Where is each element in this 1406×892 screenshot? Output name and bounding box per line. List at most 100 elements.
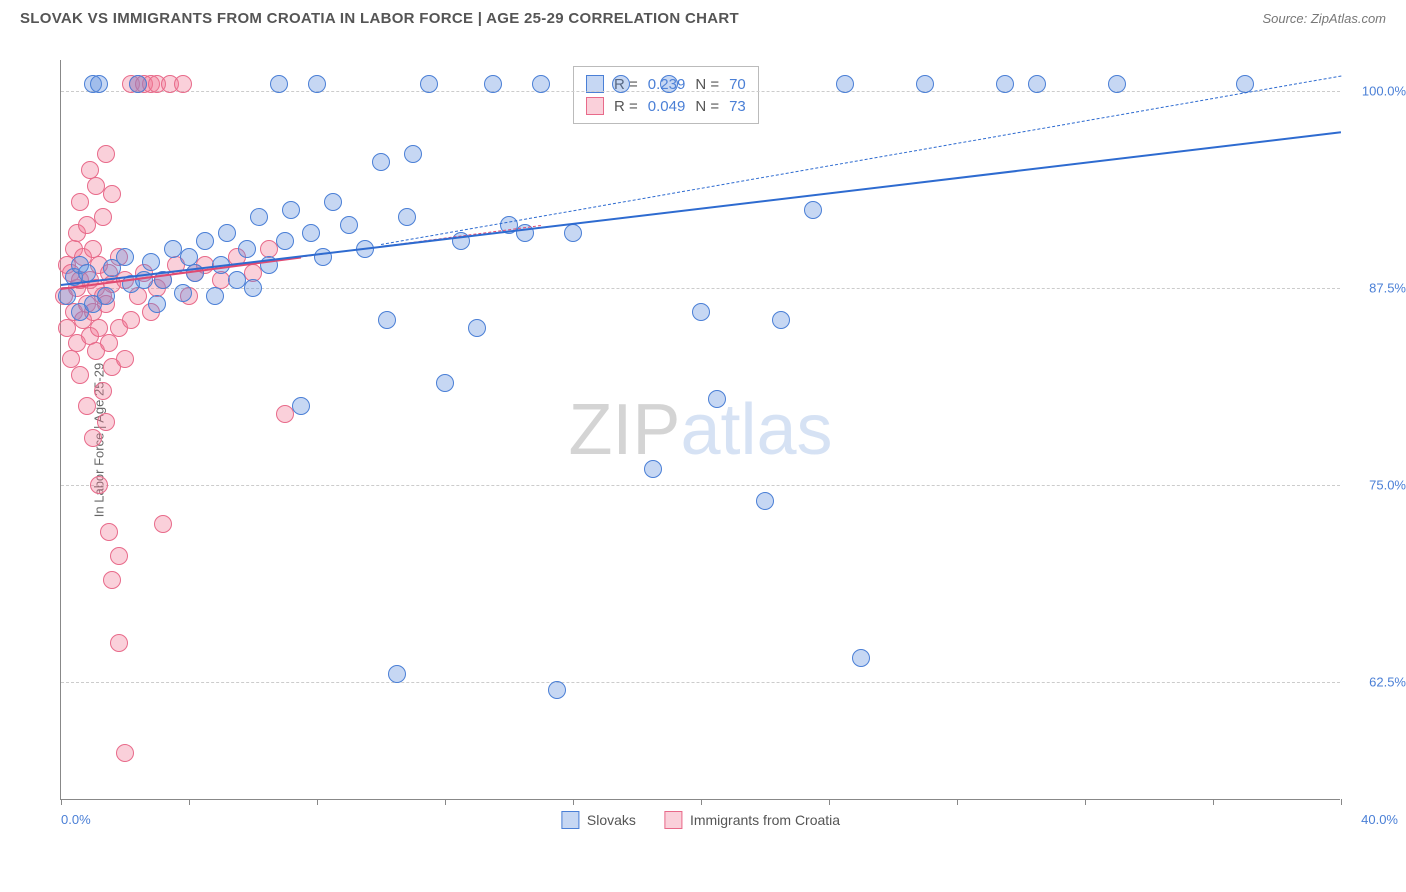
data-point-slovaks [196, 232, 214, 250]
data-point-slovaks [996, 75, 1014, 93]
data-point-slovaks [218, 224, 236, 242]
y-tick-label: 100.0% [1346, 84, 1406, 99]
data-point-croatia [97, 413, 115, 431]
data-point-slovaks [292, 397, 310, 415]
x-tick [829, 799, 830, 805]
data-point-slovaks [142, 253, 160, 271]
x-tick [317, 799, 318, 805]
stats-row-croatia: R = 0.049 N = 73 [586, 95, 746, 117]
y-tick-label: 87.5% [1346, 281, 1406, 296]
data-point-croatia [100, 334, 118, 352]
legend-item-croatia: Immigrants from Croatia [664, 811, 840, 829]
x-tick [573, 799, 574, 805]
data-point-slovaks [836, 75, 854, 93]
data-point-slovaks [90, 75, 108, 93]
data-point-slovaks [174, 284, 192, 302]
data-point-slovaks [97, 287, 115, 305]
x-axis-min-label: 0.0% [61, 812, 91, 827]
legend-label-slovaks: Slovaks [587, 812, 636, 828]
stats-n-slovaks: 70 [729, 76, 746, 93]
data-point-slovaks [1028, 75, 1046, 93]
legend-swatch-croatia [664, 811, 682, 829]
data-point-slovaks [282, 201, 300, 219]
data-point-slovaks [78, 264, 96, 282]
data-point-slovaks [644, 460, 662, 478]
chart-container: In Labor Force | Age 25-29 ZIPatlas 0.0%… [20, 40, 1386, 840]
plot-area: ZIPatlas 0.0% 40.0% Slovaks Immigrants f… [60, 60, 1340, 800]
data-point-slovaks [1108, 75, 1126, 93]
data-point-slovaks [276, 232, 294, 250]
data-point-slovaks [756, 492, 774, 510]
x-tick [61, 799, 62, 805]
data-point-slovaks [852, 649, 870, 667]
data-point-slovaks [532, 75, 550, 93]
data-point-slovaks [308, 75, 326, 93]
stats-n-label: N = [695, 98, 719, 115]
data-point-croatia [100, 523, 118, 541]
x-tick [445, 799, 446, 805]
data-point-slovaks [324, 193, 342, 211]
data-point-slovaks [388, 665, 406, 683]
data-point-croatia [122, 311, 140, 329]
data-point-slovaks [372, 153, 390, 171]
source-attribution: Source: ZipAtlas.com [1262, 11, 1386, 26]
data-point-slovaks [1236, 75, 1254, 93]
data-point-croatia [84, 429, 102, 447]
data-point-croatia [154, 515, 172, 533]
data-point-slovaks [548, 681, 566, 699]
data-point-croatia [174, 75, 192, 93]
data-point-slovaks [116, 248, 134, 266]
data-point-slovaks [404, 145, 422, 163]
data-point-croatia [103, 185, 121, 203]
x-tick [1341, 799, 1342, 805]
data-point-slovaks [660, 75, 678, 93]
trend-line [381, 76, 1341, 245]
x-tick [1213, 799, 1214, 805]
data-point-slovaks [270, 75, 288, 93]
data-point-slovaks [484, 75, 502, 93]
watermark: ZIPatlas [568, 389, 832, 471]
data-point-croatia [94, 382, 112, 400]
data-point-croatia [71, 193, 89, 211]
legend: Slovaks Immigrants from Croatia [561, 811, 840, 829]
data-point-croatia [103, 571, 121, 589]
stats-n-croatia: 73 [729, 98, 746, 115]
data-point-slovaks [238, 240, 256, 258]
legend-item-slovaks: Slovaks [561, 811, 636, 829]
gridline [61, 485, 1340, 486]
data-point-slovaks [916, 75, 934, 93]
x-tick [957, 799, 958, 805]
data-point-slovaks [314, 248, 332, 266]
stats-swatch-croatia [586, 97, 604, 115]
data-point-slovaks [148, 295, 166, 313]
stats-r-label: R = [614, 98, 638, 115]
data-point-croatia [78, 397, 96, 415]
trend-line [61, 131, 1341, 286]
gridline [61, 91, 1340, 92]
legend-swatch-slovaks [561, 811, 579, 829]
stats-n-label: N = [695, 76, 719, 93]
data-point-slovaks [398, 208, 416, 226]
x-tick [701, 799, 702, 805]
data-point-slovaks [340, 216, 358, 234]
data-point-slovaks [378, 311, 396, 329]
data-point-slovaks [772, 311, 790, 329]
data-point-croatia [116, 350, 134, 368]
data-point-croatia [110, 634, 128, 652]
gridline [61, 682, 1340, 683]
stats-r-croatia: 0.049 [648, 98, 686, 115]
data-point-slovaks [302, 224, 320, 242]
data-point-slovaks [129, 75, 147, 93]
data-point-slovaks [804, 201, 822, 219]
data-point-croatia [97, 145, 115, 163]
data-point-slovaks [436, 374, 454, 392]
stats-swatch-slovaks [586, 75, 604, 93]
data-point-slovaks [708, 390, 726, 408]
data-point-croatia [90, 476, 108, 494]
data-point-slovaks [564, 224, 582, 242]
y-tick-label: 62.5% [1346, 674, 1406, 689]
data-point-croatia [71, 366, 89, 384]
data-point-croatia [116, 744, 134, 762]
legend-label-croatia: Immigrants from Croatia [690, 812, 840, 828]
y-tick-label: 75.0% [1346, 478, 1406, 493]
